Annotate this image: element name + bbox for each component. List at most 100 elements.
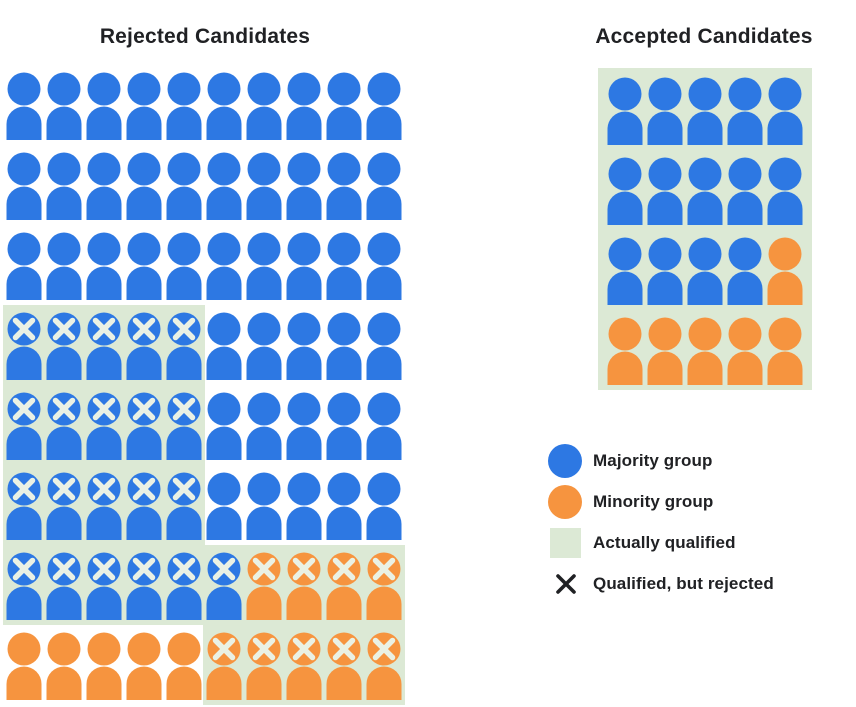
person-icon: [364, 232, 404, 300]
person-icon: [124, 232, 164, 300]
person-icon: [44, 632, 84, 700]
person-icon: [324, 232, 364, 300]
minority-group-swatch-icon: [548, 484, 582, 519]
person-icon: [685, 157, 725, 225]
person-icon: [44, 72, 84, 140]
person-icon: [244, 72, 284, 140]
person-icon: [204, 632, 244, 700]
person-icon: [244, 232, 284, 300]
person-icon: [204, 152, 244, 220]
person-icon: [204, 472, 244, 540]
person-icon: [324, 152, 364, 220]
person-icon: [645, 157, 685, 225]
person-icon: [84, 72, 124, 140]
qualified-but-rejected-x-icon: [555, 573, 577, 595]
person-icon: [324, 72, 364, 140]
accepted-candidates-title: Accepted Candidates: [595, 25, 813, 48]
person-icon: [44, 152, 84, 220]
person-icon: [204, 72, 244, 140]
person-icon: [364, 72, 404, 140]
person-icon: [84, 632, 124, 700]
accepted-candidates-grid: [598, 68, 812, 390]
person-icon: [44, 472, 84, 540]
person-icon: [164, 232, 204, 300]
legend-label-qualified-but-rejected: Qualified, but rejected: [593, 573, 774, 593]
person-icon: [84, 392, 124, 460]
person-icon: [4, 72, 44, 140]
person-icon: [645, 77, 685, 145]
person-icon: [685, 317, 725, 385]
person-icon: [324, 312, 364, 380]
person-icon: [605, 77, 645, 145]
person-icon: [725, 157, 765, 225]
person-icon: [765, 317, 805, 385]
person-icon: [284, 632, 324, 700]
person-icon: [364, 312, 404, 380]
person-icon: [124, 472, 164, 540]
person-icon: [124, 392, 164, 460]
person-icon: [244, 632, 284, 700]
person-icon: [685, 77, 725, 145]
legend-label-majority-group: Majority group: [593, 450, 713, 470]
person-icon: [164, 472, 204, 540]
person-icon: [124, 552, 164, 620]
person-icon: [364, 632, 404, 700]
person-icon: [84, 312, 124, 380]
majority-group-swatch-icon: [548, 443, 582, 478]
rejected-candidates-title: Rejected Candidates: [99, 25, 311, 48]
person-icon: [605, 157, 645, 225]
person-icon: [605, 317, 645, 385]
person-icon: [4, 232, 44, 300]
person-icon: [84, 152, 124, 220]
legend-item-qualified-but-rejected: Qualified, but rejected: [548, 563, 774, 604]
person-icon: [725, 317, 765, 385]
person-icon: [284, 472, 324, 540]
person-icon: [364, 392, 404, 460]
person-icon: [124, 312, 164, 380]
person-icon: [4, 392, 44, 460]
person-icon: [284, 152, 324, 220]
person-icon: [204, 552, 244, 620]
person-icon: [284, 392, 324, 460]
person-icon: [4, 552, 44, 620]
person-icon: [124, 632, 164, 700]
person-icon: [4, 632, 44, 700]
person-icon: [84, 552, 124, 620]
person-icon: [364, 472, 404, 540]
person-icon: [84, 232, 124, 300]
person-icon: [4, 472, 44, 540]
person-icon: [244, 312, 284, 380]
rejected-candidates-grid: [3, 65, 406, 705]
person-icon: [4, 312, 44, 380]
person-icon: [765, 77, 805, 145]
person-icon: [324, 632, 364, 700]
legend-item-actually-qualified: Actually qualified: [548, 522, 774, 563]
legend-item-minority-group: Minority group: [548, 481, 774, 522]
person-icon: [605, 237, 645, 305]
person-icon: [645, 237, 685, 305]
person-icon: [164, 72, 204, 140]
person-icon: [685, 237, 725, 305]
person-icon: [164, 392, 204, 460]
person-icon: [645, 317, 685, 385]
person-icon: [324, 552, 364, 620]
person-icon: [725, 237, 765, 305]
person-icon: [324, 392, 364, 460]
legend-label-actually-qualified: Actually qualified: [593, 532, 736, 552]
person-icon: [204, 312, 244, 380]
person-icon: [204, 392, 244, 460]
person-icon: [284, 232, 324, 300]
person-icon: [244, 472, 284, 540]
person-icon: [124, 152, 164, 220]
legend-item-majority-group: Majority group: [548, 440, 774, 481]
legend-label-minority-group: Minority group: [593, 491, 714, 511]
person-icon: [244, 552, 284, 620]
person-icon: [124, 72, 164, 140]
person-icon: [44, 552, 84, 620]
legend: Majority group Minority group Actually q…: [548, 440, 774, 604]
person-icon: [364, 152, 404, 220]
person-icon: [84, 472, 124, 540]
person-icon: [164, 312, 204, 380]
actually-qualified-swatch-icon: [550, 527, 581, 558]
person-icon: [164, 552, 204, 620]
